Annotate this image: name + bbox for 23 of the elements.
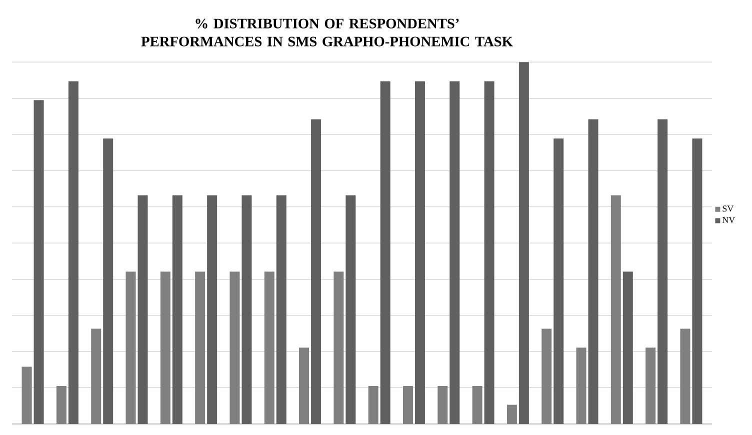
legend-label: SV (722, 206, 734, 212)
bar (414, 81, 425, 424)
bar (68, 81, 78, 424)
bar (242, 195, 252, 424)
bar (658, 119, 668, 424)
legend-label: NV (722, 216, 736, 223)
chart-title: % DISTRIBUTION OF RESPONDENTS’ PERFORMANCES IN SMS GRAPHO-PHONEMIC TASK (141, 18, 513, 46)
bar (692, 138, 702, 424)
bar (450, 81, 460, 424)
bar (622, 272, 633, 424)
bar (311, 119, 322, 424)
bar (346, 195, 356, 424)
bar (380, 81, 390, 424)
bar (34, 100, 44, 424)
bar (276, 195, 286, 424)
bar (484, 81, 494, 424)
bar (172, 195, 182, 424)
bar (588, 119, 598, 424)
bar (207, 195, 218, 424)
bar (554, 138, 564, 424)
bar (138, 195, 148, 424)
bar (103, 138, 114, 424)
bar (518, 62, 529, 424)
